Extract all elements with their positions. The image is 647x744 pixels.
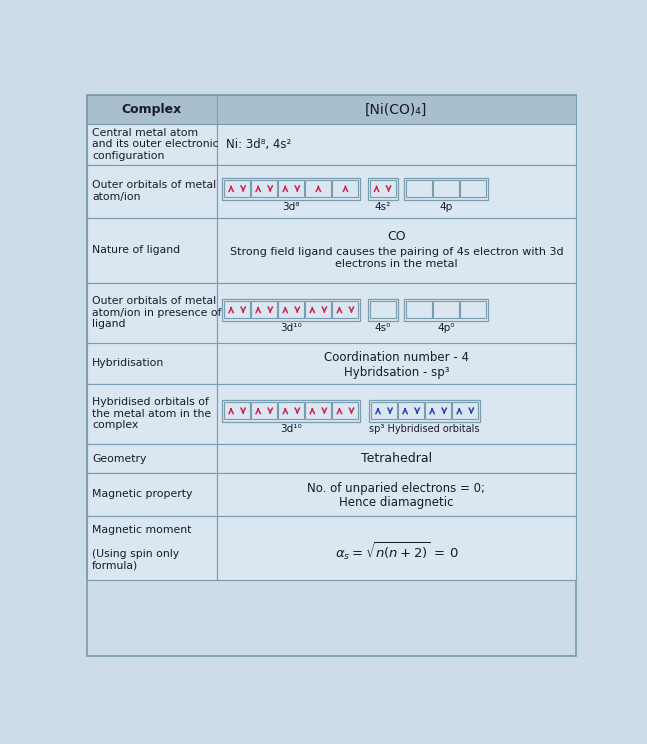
Bar bbox=[278, 301, 304, 318]
Bar bbox=[433, 301, 459, 318]
Bar bbox=[222, 178, 360, 199]
Bar bbox=[305, 301, 331, 318]
Text: CO: CO bbox=[387, 230, 406, 243]
Bar bbox=[398, 403, 424, 420]
Text: Nature of ligand: Nature of ligand bbox=[92, 246, 180, 255]
Bar bbox=[251, 403, 278, 420]
Bar bbox=[333, 403, 358, 420]
Bar bbox=[404, 178, 488, 199]
Text: 4s⁰: 4s⁰ bbox=[375, 323, 391, 333]
Text: Hybridsation - sp³: Hybridsation - sp³ bbox=[344, 366, 449, 379]
Bar bbox=[406, 180, 432, 197]
Bar bbox=[333, 180, 358, 197]
Bar bbox=[217, 283, 576, 343]
Bar bbox=[217, 473, 576, 516]
Bar bbox=[217, 164, 576, 218]
Bar bbox=[367, 178, 398, 199]
Bar bbox=[87, 95, 217, 124]
Text: 4p⁰: 4p⁰ bbox=[437, 323, 454, 333]
Text: Central metal atom
and its outer electronic
configuration: Central metal atom and its outer electro… bbox=[92, 128, 219, 161]
Text: 3d⁸: 3d⁸ bbox=[283, 202, 300, 212]
Bar bbox=[367, 299, 398, 321]
Bar bbox=[87, 343, 217, 384]
Bar bbox=[217, 343, 576, 384]
Text: Magnetic moment

(Using spin only
formula): Magnetic moment (Using spin only formula… bbox=[92, 525, 192, 570]
Text: Complex: Complex bbox=[122, 103, 182, 116]
Bar bbox=[251, 180, 278, 197]
Bar bbox=[333, 301, 358, 318]
Bar bbox=[251, 301, 278, 318]
Bar bbox=[369, 400, 480, 422]
Text: 3d¹⁰: 3d¹⁰ bbox=[280, 424, 302, 434]
Bar bbox=[369, 301, 395, 318]
Text: Hybridisation: Hybridisation bbox=[92, 359, 164, 368]
Text: 4p: 4p bbox=[439, 202, 452, 212]
Text: Strong field ligand causes the pairing of 4s electron with 3d
electrons in the m: Strong field ligand causes the pairing o… bbox=[230, 247, 564, 269]
Bar bbox=[217, 444, 576, 473]
Bar bbox=[217, 95, 576, 124]
Bar bbox=[222, 299, 360, 321]
Bar bbox=[217, 516, 576, 580]
Text: Geometry: Geometry bbox=[92, 454, 146, 464]
Bar bbox=[224, 403, 250, 420]
Bar bbox=[404, 299, 488, 321]
Text: Hybridised orbitals of
the metal atom in the
complex: Hybridised orbitals of the metal atom in… bbox=[92, 397, 211, 431]
Bar bbox=[452, 403, 478, 420]
Bar bbox=[305, 180, 331, 197]
Text: Coordination number - 4: Coordination number - 4 bbox=[324, 351, 469, 364]
Bar bbox=[371, 403, 397, 420]
Bar bbox=[433, 180, 459, 197]
Bar bbox=[87, 164, 217, 218]
Bar bbox=[425, 403, 451, 420]
Bar bbox=[278, 403, 304, 420]
Bar bbox=[406, 301, 432, 318]
Text: Outer orbitals of metal
atom/ion in presence of
ligand: Outer orbitals of metal atom/ion in pres… bbox=[92, 296, 221, 330]
Text: sp³ Hybridised orbitals: sp³ Hybridised orbitals bbox=[369, 424, 480, 434]
Bar bbox=[87, 516, 217, 580]
Text: 3d¹⁰: 3d¹⁰ bbox=[280, 323, 302, 333]
Bar bbox=[222, 400, 360, 422]
Bar bbox=[278, 180, 304, 197]
Bar bbox=[224, 301, 250, 318]
Text: [Ni(CO)₄]: [Ni(CO)₄] bbox=[366, 103, 428, 117]
Text: No. of unparied electrons = 0;: No. of unparied electrons = 0; bbox=[307, 481, 485, 495]
Text: 4s²: 4s² bbox=[375, 202, 391, 212]
Bar bbox=[87, 218, 217, 283]
Bar bbox=[217, 124, 576, 164]
Text: Ni: 3d⁸, 4s²: Ni: 3d⁸, 4s² bbox=[226, 138, 291, 151]
Bar bbox=[217, 384, 576, 444]
Bar bbox=[87, 473, 217, 516]
Text: Outer orbitals of metal
atom/ion: Outer orbitals of metal atom/ion bbox=[92, 181, 216, 202]
Bar bbox=[460, 180, 486, 197]
Bar bbox=[217, 218, 576, 283]
Bar bbox=[460, 301, 486, 318]
Text: $\alpha_s = \sqrt{n(n+2)}\,=\,0$: $\alpha_s = \sqrt{n(n+2)}\,=\,0$ bbox=[334, 540, 458, 562]
Text: Hence diamagnetic: Hence diamagnetic bbox=[339, 496, 454, 510]
Bar bbox=[87, 124, 217, 164]
Text: Magnetic property: Magnetic property bbox=[92, 490, 192, 499]
Bar bbox=[87, 283, 217, 343]
Bar bbox=[87, 384, 217, 444]
Bar bbox=[224, 180, 250, 197]
Bar bbox=[305, 403, 331, 420]
Bar bbox=[369, 180, 395, 197]
Bar bbox=[87, 444, 217, 473]
Text: Tetrahedral: Tetrahedral bbox=[361, 452, 432, 465]
